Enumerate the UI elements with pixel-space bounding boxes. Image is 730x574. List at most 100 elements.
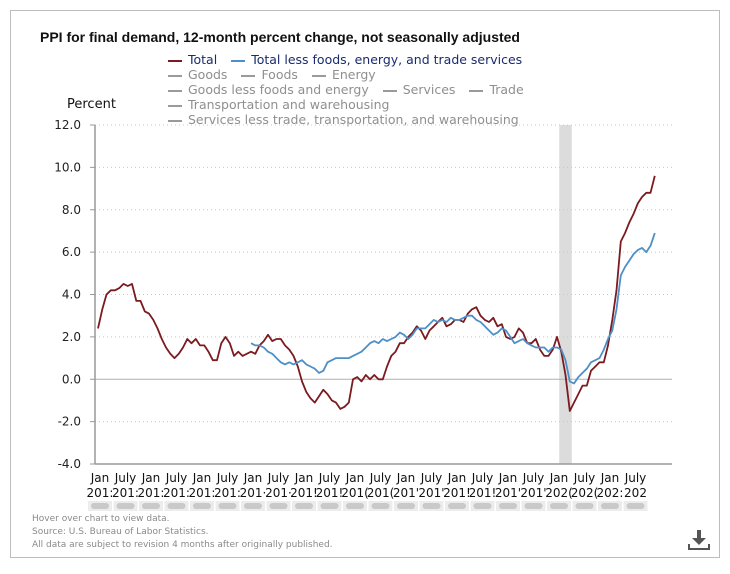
x-tick-handle[interactable]: [167, 503, 186, 509]
data-point[interactable]: [359, 349, 365, 355]
x-tick-handle[interactable]: [142, 503, 160, 509]
data-point[interactable]: [303, 389, 309, 395]
data-point[interactable]: [312, 366, 318, 372]
x-tick-handle[interactable]: [371, 503, 390, 509]
data-point[interactable]: [563, 357, 569, 363]
data-point[interactable]: [648, 243, 654, 249]
data-point[interactable]: [626, 258, 632, 264]
data-point[interactable]: [227, 340, 233, 346]
x-tick-handle[interactable]: [397, 503, 415, 509]
legend-item[interactable]: Foods: [241, 67, 298, 82]
data-point[interactable]: [363, 372, 369, 378]
data-point[interactable]: [533, 336, 539, 342]
data-point[interactable]: [486, 319, 492, 325]
data-point[interactable]: [592, 364, 598, 370]
x-tick-handle[interactable]: [448, 503, 466, 509]
data-point[interactable]: [95, 325, 101, 331]
data-point[interactable]: [469, 313, 475, 319]
data-point[interactable]: [333, 400, 339, 406]
x-tick-handle[interactable]: [550, 503, 568, 509]
data-point[interactable]: [325, 391, 331, 397]
data-point[interactable]: [252, 351, 258, 357]
data-point[interactable]: [201, 342, 207, 348]
data-point[interactable]: [643, 249, 649, 255]
x-tick-handle[interactable]: [422, 503, 441, 509]
data-point[interactable]: [163, 344, 169, 350]
x-tick-handle[interactable]: [524, 503, 543, 509]
x-tick-handle[interactable]: [626, 503, 645, 509]
legend-item[interactable]: Services: [382, 82, 455, 97]
data-point[interactable]: [401, 332, 407, 338]
data-point[interactable]: [172, 355, 178, 361]
data-point[interactable]: [384, 364, 390, 370]
x-tick-handle[interactable]: [499, 503, 517, 509]
legend-item[interactable]: Total: [168, 52, 217, 67]
data-point[interactable]: [367, 376, 373, 382]
data-point[interactable]: [393, 349, 399, 355]
data-point[interactable]: [269, 351, 275, 357]
data-point[interactable]: [605, 336, 611, 342]
data-point[interactable]: [265, 332, 271, 338]
x-tick-handle[interactable]: [346, 503, 364, 509]
data-point[interactable]: [422, 336, 428, 342]
data-point[interactable]: [507, 334, 513, 340]
legend-item[interactable]: Goods: [168, 67, 227, 82]
data-point[interactable]: [371, 372, 377, 378]
data-point[interactable]: [405, 336, 411, 342]
series-line-total[interactable]: [97, 175, 656, 412]
data-point[interactable]: [363, 344, 369, 350]
data-point[interactable]: [626, 219, 632, 225]
data-point[interactable]: [635, 200, 641, 206]
data-point[interactable]: [554, 334, 560, 340]
data-point[interactable]: [346, 400, 352, 406]
data-point[interactable]: [206, 349, 212, 355]
legend-item[interactable]: Services less trade, transportation, and…: [168, 112, 519, 127]
data-point[interactable]: [299, 357, 305, 363]
x-tick-handle[interactable]: [116, 503, 135, 509]
data-point[interactable]: [618, 239, 624, 245]
x-tick-handle[interactable]: [473, 503, 492, 509]
data-point[interactable]: [558, 347, 564, 353]
data-point[interactable]: [546, 349, 552, 355]
x-tick-handle[interactable]: [320, 503, 339, 509]
data-point[interactable]: [104, 292, 110, 298]
legend-item[interactable]: Transportation and warehousing: [168, 97, 390, 112]
data-point[interactable]: [422, 325, 428, 331]
data-point[interactable]: [520, 336, 526, 342]
data-point[interactable]: [299, 378, 305, 384]
data-point[interactable]: [622, 230, 628, 236]
series-line-core[interactable]: [250, 232, 656, 385]
legend-item[interactable]: Goods less foods and energy: [168, 82, 369, 97]
data-point[interactable]: [286, 347, 292, 353]
data-point[interactable]: [571, 400, 577, 406]
data-point[interactable]: [380, 376, 386, 382]
data-point[interactable]: [261, 344, 267, 350]
data-point[interactable]: [231, 353, 237, 359]
data-point[interactable]: [401, 340, 407, 346]
data-point[interactable]: [376, 340, 382, 346]
data-point[interactable]: [584, 366, 590, 372]
data-point[interactable]: [320, 387, 326, 393]
data-point[interactable]: [427, 321, 433, 327]
data-point[interactable]: [601, 359, 607, 365]
data-point[interactable]: [218, 340, 224, 346]
data-point[interactable]: [601, 347, 607, 353]
download-button[interactable]: [686, 528, 712, 552]
data-point[interactable]: [478, 313, 484, 319]
data-point[interactable]: [150, 317, 156, 323]
data-point[interactable]: [567, 408, 573, 414]
data-point[interactable]: [618, 272, 624, 278]
data-point[interactable]: [639, 194, 645, 200]
data-point[interactable]: [155, 325, 161, 331]
data-point[interactable]: [282, 342, 288, 348]
data-point[interactable]: [631, 211, 637, 217]
data-point[interactable]: [214, 357, 220, 363]
data-point[interactable]: [490, 315, 496, 321]
data-point[interactable]: [444, 319, 450, 325]
data-point[interactable]: [571, 380, 577, 386]
data-point[interactable]: [614, 306, 620, 312]
x-tick-handle[interactable]: [269, 503, 288, 509]
legend-item[interactable]: Total less foods, energy, and trade serv…: [231, 52, 522, 67]
data-point[interactable]: [520, 330, 526, 336]
